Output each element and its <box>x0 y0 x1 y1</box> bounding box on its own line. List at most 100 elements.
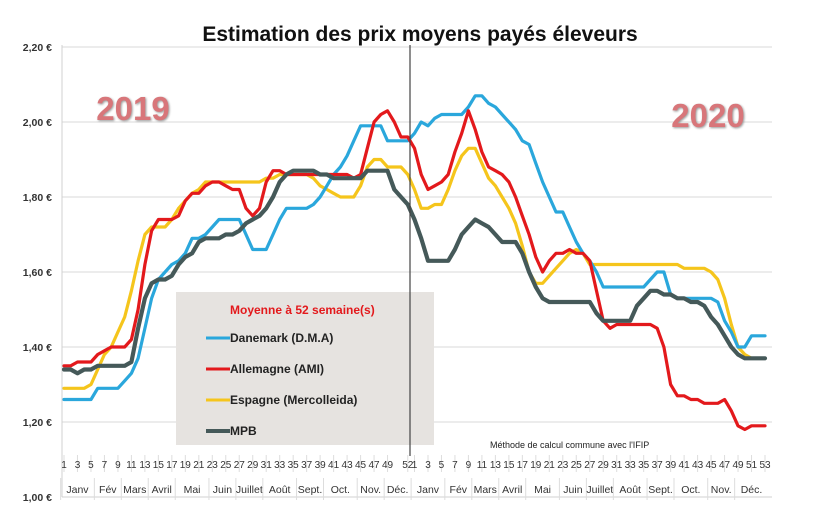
x-tick-label: 33 <box>274 460 286 471</box>
month-label: Nov. <box>711 484 732 496</box>
legend-label: Allemagne (AMI) <box>230 362 324 376</box>
x-tick-label: 25 <box>571 460 583 471</box>
method-note: Méthode de calcul commune avec l'IFIP <box>490 440 649 450</box>
legend-label: Danemark (D.M.A) <box>230 331 333 345</box>
month-label: Juin <box>213 484 232 496</box>
x-tick-label: 37 <box>652 460 664 471</box>
x-tick-label: 35 <box>288 460 300 471</box>
month-label: Oct. <box>681 484 700 496</box>
month-label: Sept. <box>298 484 323 496</box>
y-tick-label: 1,40 € <box>23 342 52 354</box>
month-label: Avril <box>152 484 172 496</box>
series-lines <box>61 94 768 432</box>
year-label-2020: 2020 <box>671 97 744 134</box>
month-label: Fév <box>450 484 468 496</box>
series-line-espagne-mercolleida <box>62 146 767 390</box>
y-tick-label: 2,20 € <box>23 42 52 54</box>
x-tick-label: 43 <box>692 460 704 471</box>
x-tick-label: 35 <box>638 460 650 471</box>
legend-label: MPB <box>230 424 257 438</box>
x-tick-label: 15 <box>153 460 165 471</box>
x-tick-label: 29 <box>247 460 259 471</box>
y-tick-label: 1,60 € <box>23 267 52 279</box>
legend-item: Espagne (Mercolleida) <box>206 393 357 407</box>
month-label: Nov. <box>360 484 381 496</box>
x-tick-label: 49 <box>382 460 394 471</box>
y-tick-label: 1,20 € <box>23 417 52 429</box>
x-tick-label: 31 <box>261 460 273 471</box>
x-tick-label: 17 <box>166 460 178 471</box>
x-tick-label: 17 <box>517 460 529 471</box>
x-tick-label: 31 <box>611 460 623 471</box>
x-tick-label: 25 <box>220 460 232 471</box>
x-tick-label: 1 <box>412 460 418 471</box>
x-tick-label: 37 <box>301 460 313 471</box>
x-tick-label: 11 <box>477 460 488 471</box>
x-tick-label: 23 <box>557 460 569 471</box>
x-tick-label: 13 <box>490 460 502 471</box>
month-label: Janv <box>417 484 440 496</box>
legend: Moyenne à 52 semaine(s) Danemark (D.M.A)… <box>176 292 434 445</box>
y-tick-label: 1,00 € <box>23 492 52 504</box>
x-tick-label: 21 <box>544 460 556 471</box>
x-tick-label: 39 <box>665 460 677 471</box>
month-label: Juillet <box>586 484 613 496</box>
x-tick-label: 41 <box>328 460 340 471</box>
x-tick-label: 1 <box>61 460 67 471</box>
x-tick-label: 45 <box>706 460 718 471</box>
x-tick-label: 29 <box>598 460 610 471</box>
month-label: Janv <box>66 484 89 496</box>
x-tick-label: 9 <box>466 460 472 471</box>
month-label: Fév <box>99 484 117 496</box>
month-label: Juin <box>563 484 582 496</box>
x-tick-label: 23 <box>207 460 219 471</box>
year-label-2019: 2019 <box>96 90 169 127</box>
month-label: Juillet <box>236 484 263 496</box>
legend-item: Allemagne (AMI) <box>206 362 324 376</box>
x-tick-label: 52 <box>402 460 414 471</box>
x-tick-label: 19 <box>530 460 542 471</box>
month-label: Août <box>619 484 641 496</box>
legend-item: Danemark (D.M.A) <box>206 331 333 345</box>
legend-title: Moyenne à 52 semaine(s) <box>230 303 375 317</box>
x-tick-label: 7 <box>452 460 458 471</box>
month-label: Août <box>269 484 291 496</box>
x-tick-label: 43 <box>342 460 354 471</box>
x-tick-label: 39 <box>315 460 327 471</box>
x-tick-label: 47 <box>719 460 731 471</box>
series-line-mpb <box>61 168 768 376</box>
y-axis-ticks: 1,00 € 1,20 € 1,40 € 1,60 € 1,80 € 2,00 € 2,20… <box>23 42 52 504</box>
y-tick-label: 1,80 € <box>23 192 52 204</box>
x-tick-label: 7 <box>102 460 108 471</box>
x-tick-label: 5 <box>88 460 94 471</box>
x-axis: 1 3 5 7 9 11 13 15 17 19 21 23 25 27 29 31 33 35 37 39 41 43 4… <box>60 455 772 500</box>
legend-item: MPB <box>206 424 257 438</box>
series-line-allemagne-ami <box>62 109 767 432</box>
x-tick-label: 5 <box>439 460 445 471</box>
x-tick-label: 41 <box>679 460 691 471</box>
x-tick-label: 15 <box>503 460 515 471</box>
x-tick-label: 53 <box>759 460 771 471</box>
month-label: Déc. <box>387 484 409 496</box>
x-tick-label: 33 <box>625 460 637 471</box>
x-tick-label: 9 <box>115 460 121 471</box>
y-tick-label: 2,00 € <box>23 117 52 129</box>
chart-title: Estimation des prix moyens payés éleveur… <box>202 23 637 46</box>
x-tick-label: 21 <box>193 460 205 471</box>
x-tick-label: 19 <box>180 460 192 471</box>
x-tick-label: 49 <box>732 460 744 471</box>
x-tick-label: 27 <box>584 460 596 471</box>
x-tick-label: 51 <box>746 460 758 471</box>
month-label: Avril <box>502 484 522 496</box>
month-label: Mai <box>534 484 551 496</box>
x-tick-label: 47 <box>368 460 380 471</box>
x-tick-label: 45 <box>355 460 367 471</box>
x-tick-label: 3 <box>425 460 431 471</box>
month-label: Oct. <box>331 484 350 496</box>
month-label: Mars <box>474 484 497 496</box>
month-label: Mars <box>123 484 146 496</box>
month-label: Déc. <box>741 484 763 496</box>
x-tick-label: 13 <box>139 460 151 471</box>
month-label: Mai <box>184 484 201 496</box>
